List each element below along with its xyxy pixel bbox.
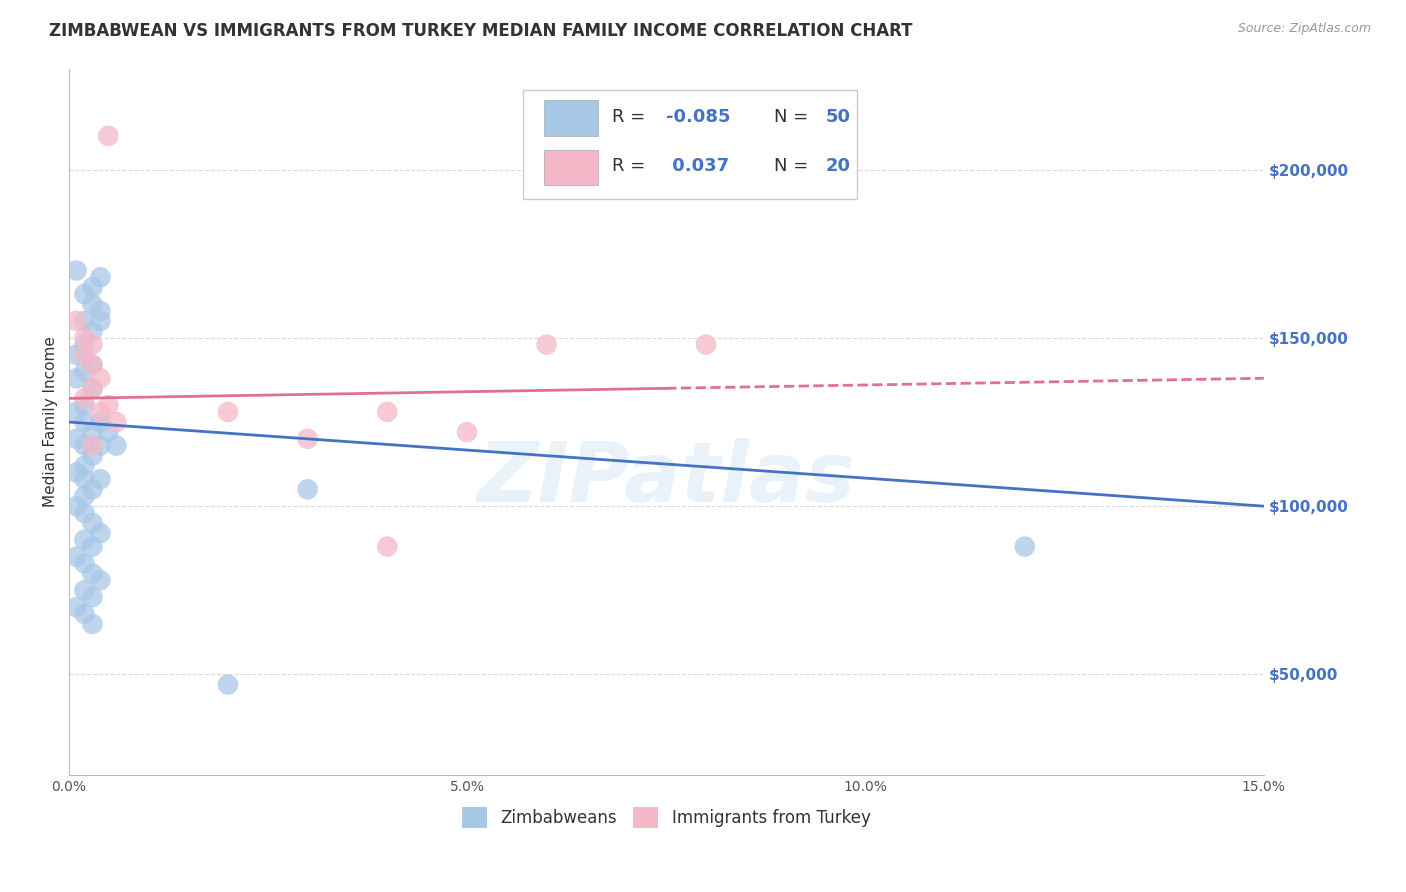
Point (375, 540, 398, 554)
FancyBboxPatch shape (544, 150, 598, 186)
FancyBboxPatch shape (544, 100, 598, 136)
Point (82, 358, 104, 372)
Point (82, 297, 104, 311)
Point (65, 466, 87, 480)
Point (89, 314, 111, 328)
Point (65, 371, 87, 385)
Point (82, 358, 104, 372)
Point (73, 458, 96, 473)
Text: 0.037: 0.037 (666, 157, 730, 175)
Text: R =: R = (613, 157, 651, 175)
Text: ZIMBABWEAN VS IMMIGRANTS FROM TURKEY MEDIAN FAMILY INCOME CORRELATION CHART: ZIMBABWEAN VS IMMIGRANTS FROM TURKEY MED… (49, 22, 912, 40)
Point (73, 583, 96, 598)
Point (73, 314, 96, 328)
Point (105, 439, 128, 453)
Point (89, 371, 111, 385)
Point (73, 398, 96, 412)
Point (82, 590, 104, 604)
Point (375, 405, 398, 419)
Point (82, 280, 104, 294)
Point (695, 337, 717, 351)
Point (73, 506, 96, 520)
Point (82, 566, 104, 581)
Legend: Zimbabweans, Immigrants from Turkey: Zimbabweans, Immigrants from Turkey (456, 801, 877, 834)
Point (65, 600, 87, 615)
Point (82, 483, 104, 497)
Point (82, 540, 104, 554)
Text: N =: N = (773, 157, 814, 175)
Point (82, 449, 104, 463)
Point (105, 415, 128, 429)
Point (89, 573, 111, 587)
Point (97, 398, 120, 412)
Point (65, 499, 87, 513)
Point (89, 472, 111, 486)
Point (97, 128, 120, 143)
Point (89, 415, 111, 429)
Point (65, 314, 87, 328)
Point (297, 483, 319, 497)
Text: -0.085: -0.085 (666, 108, 731, 126)
Point (73, 287, 96, 301)
Point (73, 489, 96, 503)
Point (89, 405, 111, 419)
Point (89, 270, 111, 285)
Point (82, 617, 104, 632)
Point (73, 557, 96, 571)
Text: N =: N = (773, 108, 814, 126)
FancyBboxPatch shape (523, 90, 858, 199)
Point (73, 415, 96, 429)
Point (82, 324, 104, 338)
Point (456, 425, 478, 439)
Text: ZIPatlas: ZIPatlas (477, 438, 855, 519)
Point (89, 526, 111, 541)
Point (82, 381, 104, 395)
Text: Source: ZipAtlas.com: Source: ZipAtlas.com (1237, 22, 1371, 36)
Text: R =: R = (613, 108, 651, 126)
Point (65, 348, 87, 362)
Point (73, 364, 96, 378)
Point (97, 425, 120, 439)
Point (297, 432, 319, 446)
Text: 20: 20 (825, 157, 851, 175)
Point (82, 425, 104, 439)
Point (73, 439, 96, 453)
Point (65, 263, 87, 277)
Point (1014, 540, 1036, 554)
Point (82, 516, 104, 530)
Point (73, 348, 96, 362)
Point (73, 607, 96, 621)
Point (82, 337, 104, 351)
Point (65, 432, 87, 446)
Point (217, 405, 239, 419)
Point (536, 337, 558, 351)
Point (217, 677, 239, 691)
Point (73, 337, 96, 351)
Point (73, 392, 96, 406)
Text: 50: 50 (825, 108, 851, 126)
Point (89, 439, 111, 453)
Point (73, 331, 96, 345)
Point (82, 439, 104, 453)
Point (89, 304, 111, 318)
Point (82, 381, 104, 395)
Y-axis label: Median Family Income: Median Family Income (44, 336, 58, 508)
Point (73, 472, 96, 486)
Point (65, 405, 87, 419)
Point (73, 533, 96, 547)
Point (65, 549, 87, 564)
